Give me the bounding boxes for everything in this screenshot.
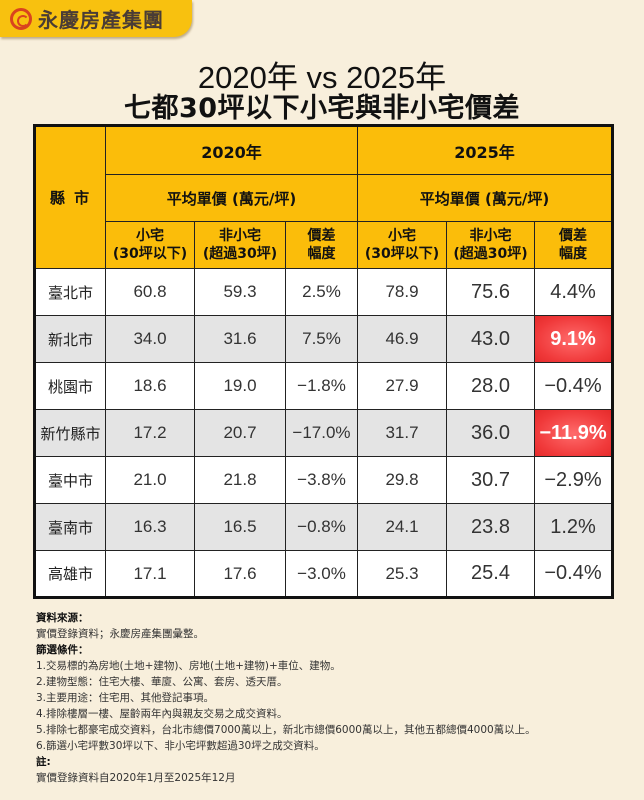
subheader-diff-2025: 價差 幅度 bbox=[533, 221, 614, 269]
table-row: 桃園市 18.6 19.0 −1.8% 27.9 28.0 −0.4% bbox=[34, 362, 614, 410]
value-cell: 46.9 bbox=[357, 315, 447, 363]
table-row: 新竹縣市 17.2 20.7 −17.0% 31.7 36.0 −11.9% bbox=[34, 409, 614, 457]
value-cell: 31.6 bbox=[194, 315, 286, 363]
price-comparison-table: 縣 市 2020年 2025年 平均單價 (萬元/坪) 平均單價 (萬元/坪) … bbox=[33, 124, 615, 599]
city-cell: 高雄市 bbox=[34, 550, 106, 598]
subheader-small-2020: 小宅 (30坪以下) bbox=[105, 221, 195, 269]
brand-name: 永慶房產集團 bbox=[38, 8, 164, 32]
diff-cell: −0.4% bbox=[533, 550, 614, 598]
diff-cell: 2.5% bbox=[285, 268, 358, 316]
value-cell: 30.7 bbox=[446, 456, 535, 504]
criteria-item: 5.排除七都豪宅成交資料，台北市總價7000萬以上，新北市總價6000萬以上，其… bbox=[36, 724, 536, 736]
value-cell: 17.1 bbox=[105, 550, 195, 598]
value-cell: 18.6 bbox=[105, 362, 195, 410]
city-cell: 臺北市 bbox=[34, 268, 106, 316]
yungching-logo-icon bbox=[10, 7, 32, 30]
table-row: 臺中市 21.0 21.8 −3.8% 29.8 30.7 −2.9% bbox=[34, 456, 614, 504]
unit-header-2025: 平均單價 (萬元/坪) bbox=[356, 174, 614, 222]
city-cell: 新竹縣市 bbox=[34, 409, 106, 457]
source-heading: 資料來源： bbox=[36, 612, 89, 624]
criteria-heading: 篩選條件： bbox=[36, 644, 89, 656]
value-cell: 16.3 bbox=[105, 503, 195, 551]
criteria-item: 4.排除樓層一樓、屋齡兩年內與親友交易之成交資料。 bbox=[36, 708, 288, 720]
value-cell: 20.7 bbox=[194, 409, 286, 457]
note-heading: 註: bbox=[36, 756, 51, 768]
city-cell: 桃園市 bbox=[34, 362, 106, 410]
value-cell: 17.6 bbox=[194, 550, 286, 598]
table-row: 高雄市 17.1 17.6 −3.0% 25.3 25.4 −0.4% bbox=[34, 550, 614, 598]
diff-cell: −3.0% bbox=[285, 550, 358, 598]
value-cell: 29.8 bbox=[357, 456, 447, 504]
value-cell: 43.0 bbox=[446, 315, 535, 363]
subheader-diff-2020: 價差 幅度 bbox=[285, 221, 358, 269]
table-row: 臺北市 60.8 59.3 2.5% 78.9 75.6 4.4% bbox=[34, 268, 614, 316]
value-cell: 36.0 bbox=[446, 409, 535, 457]
note-text: 實價登錄資料自2020年1月至2025年12月 bbox=[36, 772, 236, 784]
city-column-header: 縣 市 bbox=[34, 125, 106, 269]
diff-cell: −1.8% bbox=[285, 362, 358, 410]
value-cell: 19.0 bbox=[194, 362, 286, 410]
city-cell: 臺中市 bbox=[34, 456, 106, 504]
diff-cell: 1.2% bbox=[533, 503, 614, 551]
diff-cell: −0.8% bbox=[285, 503, 358, 551]
criteria-item: 6.篩選小宅坪數30坪以下、非小宅坪數超過30坪之成交資料。 bbox=[36, 740, 325, 752]
criteria-item: 1.交易標的為房地(土地+建物)、房地(土地+建物)+車位、建物。 bbox=[36, 660, 341, 672]
value-cell: 25.4 bbox=[446, 550, 535, 598]
diff-cell: −0.4% bbox=[533, 362, 614, 410]
year-header-2020: 2020年 bbox=[105, 125, 358, 175]
value-cell: 78.9 bbox=[357, 268, 447, 316]
value-cell: 31.7 bbox=[357, 409, 447, 457]
table-row: 新北市 34.0 31.6 7.5% 46.9 43.0 9.1% bbox=[34, 315, 614, 363]
title-main: 七都30坪以下小宅與非小宅價差 bbox=[123, 93, 521, 124]
highlighted-diff-cell: 9.1% bbox=[533, 315, 614, 363]
value-cell: 17.2 bbox=[105, 409, 195, 457]
footnotes: 資料來源： 實價登錄資料；永慶房產集團彙整。 篩選條件： 1.交易標的為房地(土… bbox=[36, 610, 616, 786]
brand-banner: 永慶房產集團 bbox=[0, 0, 192, 37]
diff-cell: −2.9% bbox=[533, 456, 614, 504]
diff-cell: −3.8% bbox=[285, 456, 358, 504]
value-cell: 34.0 bbox=[105, 315, 195, 363]
value-cell: 16.5 bbox=[194, 503, 286, 551]
highlighted-diff-cell: −11.9% bbox=[533, 409, 614, 457]
value-cell: 60.8 bbox=[105, 268, 195, 316]
value-cell: 24.1 bbox=[357, 503, 447, 551]
diff-cell: 7.5% bbox=[285, 315, 358, 363]
title-years: 2020年 vs 2025年 bbox=[197, 60, 447, 95]
criteria-item: 2.建物型態：住宅大樓、華廈、公寓、套房、透天厝。 bbox=[36, 676, 288, 688]
subheader-small-2025: 小宅 (30坪以下) bbox=[357, 221, 447, 269]
unit-header-2020: 平均單價 (萬元/坪) bbox=[105, 174, 358, 222]
table-row: 臺南市 16.3 16.5 −0.8% 24.1 23.8 1.2% bbox=[34, 503, 614, 551]
criteria-item: 3.主要用途：住宅用、其他登記事項。 bbox=[36, 692, 215, 704]
value-cell: 28.0 bbox=[446, 362, 535, 410]
diff-cell: 4.4% bbox=[533, 268, 614, 316]
subheader-large-2025: 非小宅 (超過30坪) bbox=[446, 221, 535, 269]
value-cell: 21.0 bbox=[105, 456, 195, 504]
source-text: 實價登錄資料；永慶房產集團彙整。 bbox=[36, 628, 204, 640]
city-cell: 新北市 bbox=[34, 315, 106, 363]
value-cell: 21.8 bbox=[194, 456, 286, 504]
value-cell: 25.3 bbox=[357, 550, 447, 598]
year-header-2025: 2025年 bbox=[356, 125, 614, 175]
subheader-large-2020: 非小宅 (超過30坪) bbox=[194, 221, 286, 269]
value-cell: 23.8 bbox=[446, 503, 535, 551]
value-cell: 75.6 bbox=[446, 268, 535, 316]
diff-cell: −17.0% bbox=[285, 409, 358, 457]
city-cell: 臺南市 bbox=[34, 503, 106, 551]
value-cell: 27.9 bbox=[357, 362, 447, 410]
value-cell: 59.3 bbox=[194, 268, 286, 316]
